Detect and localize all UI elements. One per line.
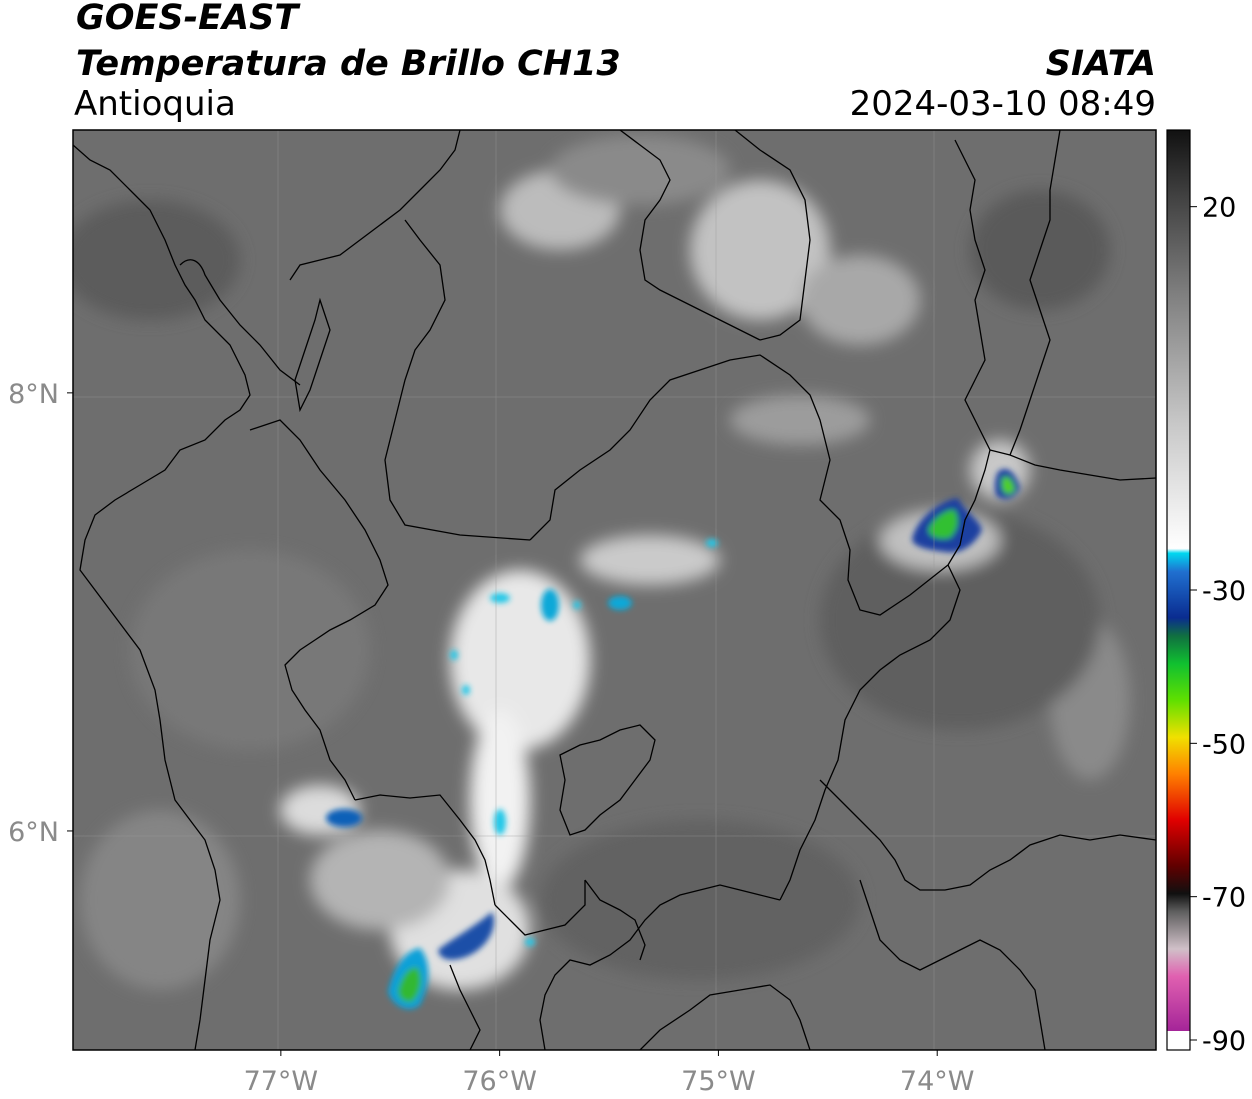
colorbar-out-of-range	[1167, 1031, 1190, 1050]
map-image	[73, 130, 1156, 1050]
colorbar-tick-label: -90	[1202, 1026, 1246, 1057]
colorbar-tick-label: -50	[1202, 729, 1246, 760]
lat-tick-label: 8°N	[8, 379, 59, 410]
colorbar-tick-labels: 20 -30 -50 -70 -90	[1190, 193, 1246, 1057]
lat-tick-label: 6°N	[8, 817, 59, 848]
colorbar-tick-label: -30	[1202, 576, 1246, 607]
colorbar: 20 -30 -50 -70 -90	[1166, 129, 1246, 1057]
map-frame	[72, 129, 1157, 1051]
colorbar-gradient	[1167, 130, 1190, 1050]
lon-tick-label: 76°W	[462, 1066, 537, 1097]
datetime-label: 2024-03-10 08:49	[849, 84, 1156, 124]
lon-tick-label: 74°W	[900, 1066, 975, 1097]
satellite-title: GOES-EAST	[76, 0, 299, 38]
boundaries	[73, 130, 1156, 1050]
convective-cells	[326, 468, 1020, 1010]
gridlines	[73, 130, 1156, 1050]
organization-label: SIATA	[1045, 44, 1156, 84]
lat-tick-labels: 8°N 6°N	[8, 379, 73, 848]
region-label: Antioquia	[74, 84, 236, 124]
lon-tick-label: 75°W	[681, 1066, 756, 1097]
lon-tick-labels: 77°W 76°W 75°W 74°W	[244, 1050, 975, 1097]
product-title: Temperatura de Brillo CH13	[76, 44, 621, 84]
lon-tick-label: 77°W	[244, 1066, 319, 1097]
colorbar-tick-label: -70	[1202, 883, 1246, 914]
colorbar-tick-label: 20	[1202, 193, 1236, 224]
